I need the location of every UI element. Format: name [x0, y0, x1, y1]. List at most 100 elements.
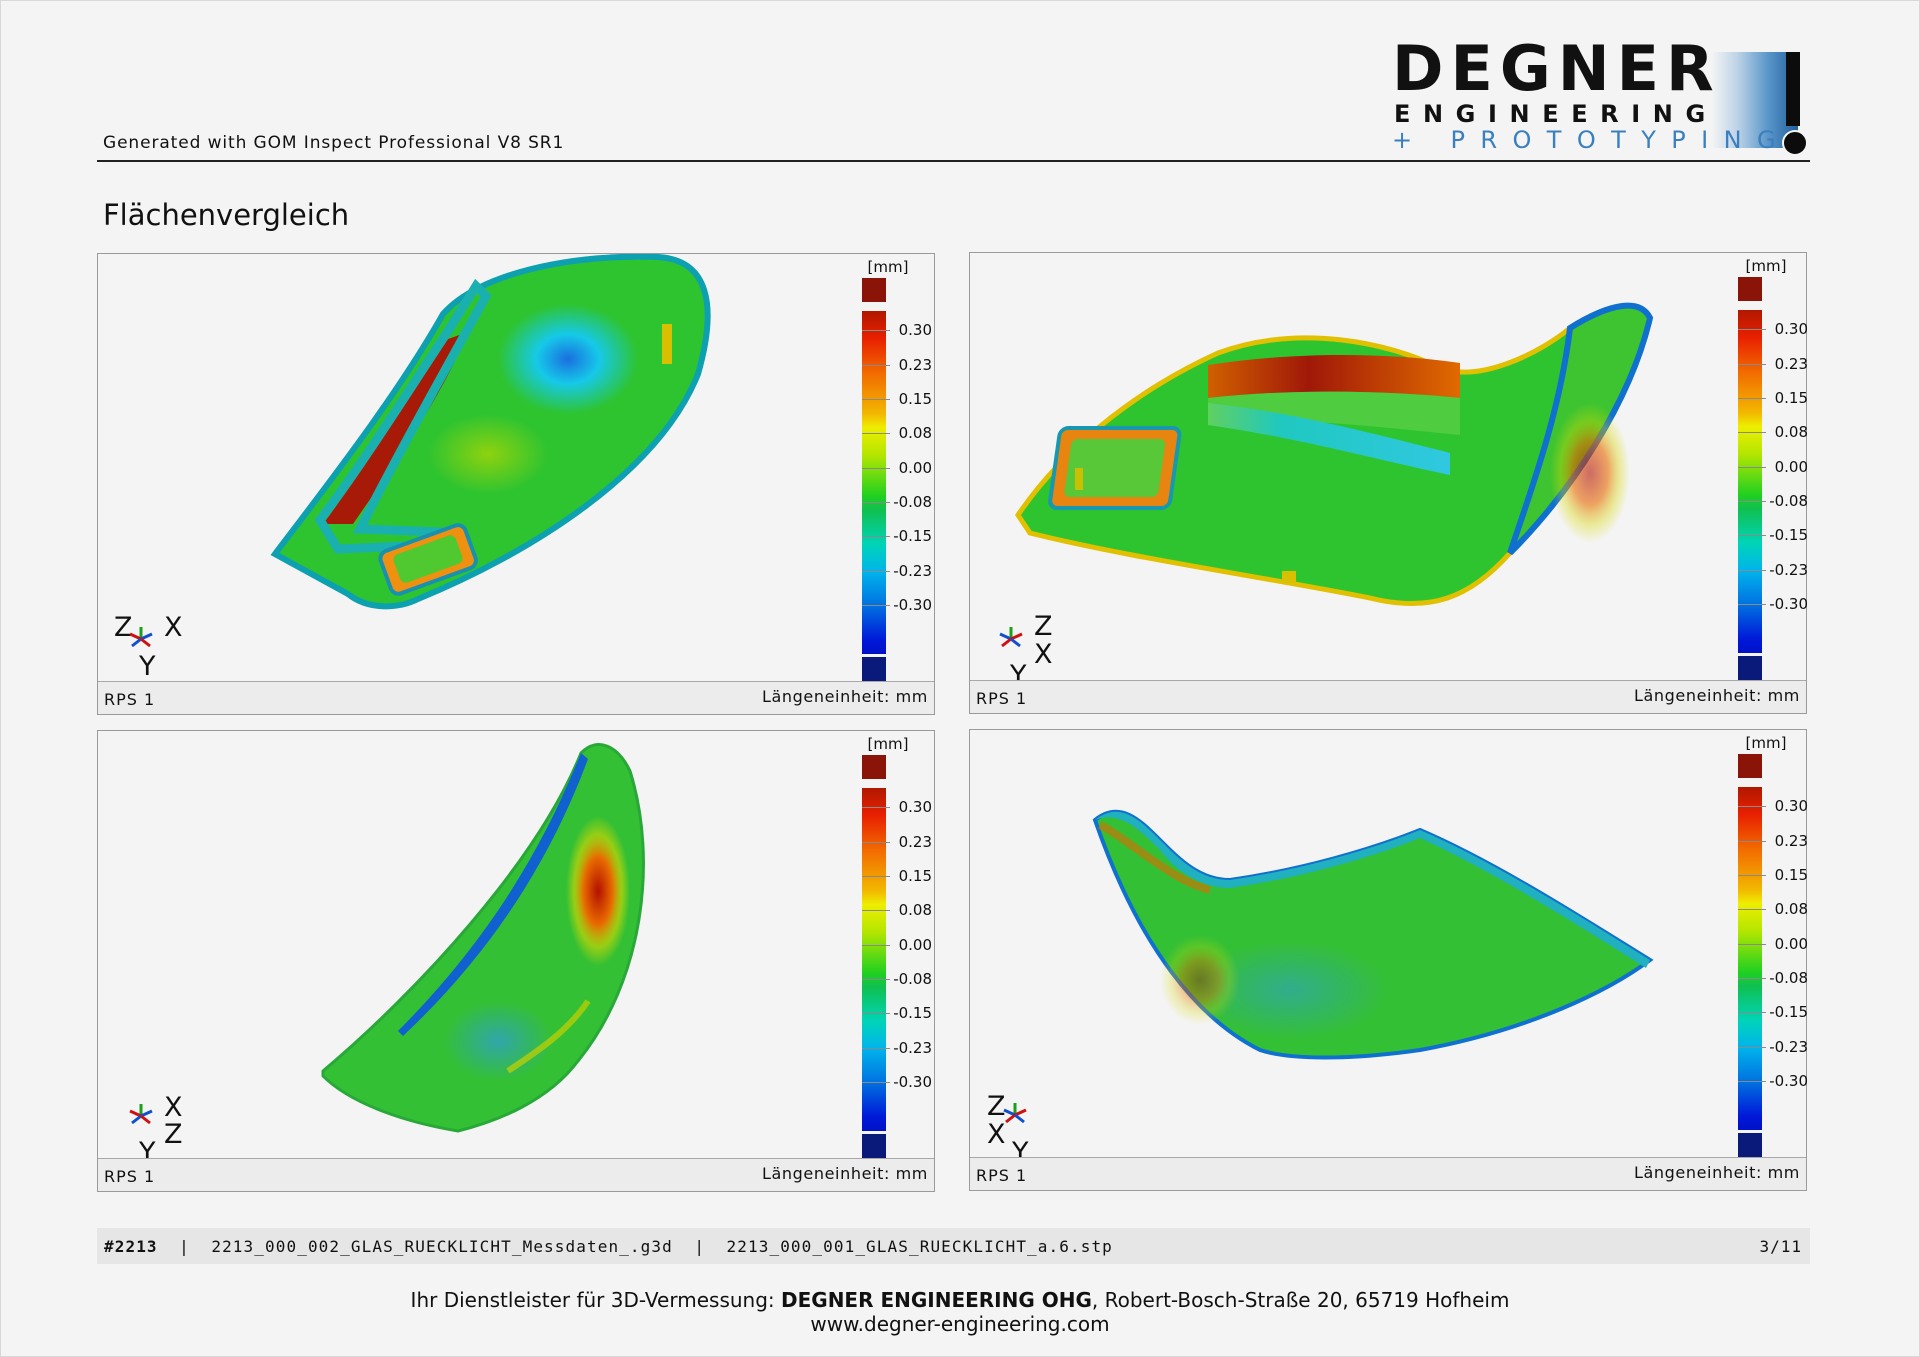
scale-cap-top: [1738, 754, 1762, 778]
scale-unit-label: [mm]: [867, 258, 909, 276]
scale-cap-top: [862, 278, 886, 302]
view-panel-1: [mm] Z X Y RPS 1 Längeneinheit: mm 0.30 0…: [97, 253, 935, 715]
logo-engineering: ENGINEERING: [1394, 100, 1718, 128]
length-unit-label: Längeneinheit: mm: [762, 1164, 928, 1183]
scale-tick: [1738, 398, 1766, 400]
scale-tick: [862, 570, 890, 572]
color-scale-bar: [862, 311, 886, 654]
scale-tick: [1738, 977, 1766, 979]
scale-tick-label: 0.23: [898, 832, 932, 851]
axis-label-x: X: [1034, 639, 1053, 670]
scale-tick: [862, 433, 890, 435]
rps-label: RPS 1: [104, 690, 156, 709]
axis-label-z: Z: [164, 1119, 183, 1150]
scale-tick-label: -0.08: [893, 969, 932, 988]
scale-tick-label: 0.15: [1774, 389, 1808, 408]
scale-tick: [862, 604, 890, 606]
scale-tick-label: -0.23: [1769, 1037, 1808, 1056]
file-info-bar: #2213 | 2213_000_002_GLAS_RUECKLICHT_Mes…: [97, 1228, 1810, 1264]
scale-tick: [862, 399, 890, 401]
scale-tick: [1738, 500, 1766, 502]
rps-label: RPS 1: [976, 1166, 1028, 1185]
scale-tick: [862, 841, 890, 843]
scale-tick-label: -0.23: [1769, 560, 1808, 579]
part-view-iso: [1014, 302, 1654, 607]
rps-label: RPS 1: [104, 1167, 156, 1186]
scale-tick-label: -0.15: [893, 527, 932, 546]
company-tagline: Ihr Dienstleister für 3D-Vermessung: DEG…: [0, 1288, 1920, 1312]
scale-tick-label: -0.30: [893, 1072, 932, 1091]
tagline-prefix: Ihr Dienstleister für 3D-Vermessung:: [410, 1288, 782, 1312]
scale-unit-label: [mm]: [867, 735, 909, 753]
scale-tick: [862, 1081, 890, 1083]
logo-prototyping: + PROTOTYPING: [1392, 126, 1791, 154]
part-view-top: [270, 254, 711, 610]
axis-triad-icon: [129, 1104, 153, 1125]
scale-tick: [862, 330, 890, 332]
scale-tick-label: 0.00: [898, 935, 932, 954]
scale-tick: [1738, 806, 1766, 808]
measurement-file: 2213_000_002_GLAS_RUECKLICHT_Messdaten_.…: [211, 1237, 673, 1256]
scale-tick: [1738, 875, 1766, 877]
scale-tick: [862, 501, 890, 503]
rps-label: RPS 1: [976, 689, 1028, 708]
part-view-side: [321, 743, 645, 1133]
page-number: 3/11: [1759, 1237, 1802, 1256]
scale-tick: [862, 944, 890, 946]
scale-tick: [1738, 1080, 1766, 1082]
view-panel-4: [mm] Z X Y RPS 1 Längeneinheit: mm 0.30 0…: [969, 729, 1808, 1191]
part-view-front: [1092, 809, 1654, 1060]
axis-label-z: Z: [987, 1091, 1006, 1122]
axis-label-x: X: [164, 612, 183, 643]
scale-tick-label: 0.30: [898, 321, 932, 340]
scale-tick: [1738, 569, 1766, 571]
axis-triad-icon: [1003, 1103, 1027, 1124]
scale-tick: [1738, 329, 1766, 331]
scale-tick-label: 0.30: [1774, 320, 1808, 339]
axis-label-z: Z: [1034, 611, 1053, 642]
axis-label-x: X: [164, 1092, 183, 1123]
scale-tick: [1738, 840, 1766, 842]
logo-gradient-bar: [1712, 52, 1798, 148]
scale-tick: [862, 910, 890, 912]
scale-tick: [1738, 432, 1766, 434]
panel-footer: RPS 1 Längeneinheit: mm: [98, 681, 934, 714]
scale-cap-top: [1738, 277, 1762, 301]
scale-cap-bottom: [1738, 1133, 1762, 1157]
scale-tick-label: 0.08: [1774, 423, 1808, 442]
scale-tick: [862, 978, 890, 980]
scale-cap-bottom: [1738, 656, 1762, 680]
scale-tick-label: -0.08: [1769, 491, 1808, 510]
axis-label-z: Z: [114, 612, 133, 643]
scale-tick-label: -0.23: [893, 561, 932, 580]
scale-tick-label: 0.23: [1774, 354, 1808, 373]
axis-label-y: Y: [139, 651, 156, 682]
axis-triad-icon: [129, 627, 153, 648]
scale-tick: [1738, 1012, 1766, 1014]
scale-tick: [862, 807, 890, 809]
separator: |: [179, 1237, 190, 1256]
header-divider: [97, 160, 1810, 162]
panel-footer: RPS 1 Längeneinheit: mm: [970, 680, 1806, 713]
scale-tick-label: -0.30: [1769, 1071, 1808, 1090]
color-scale-bar: [1738, 787, 1762, 1130]
scale-tick: [1738, 909, 1766, 911]
axis-triad-icon: [999, 627, 1023, 648]
scale-tick: [862, 876, 890, 878]
scale-tick-label: 0.00: [1774, 457, 1808, 476]
file-info-text: #2213 | 2213_000_002_GLAS_RUECKLICHT_Mes…: [104, 1237, 1113, 1256]
view-panel-3: [mm] X Z Y RPS 1 Längeneinheit: mm 0.30 0…: [97, 730, 935, 1192]
scale-unit-label: [mm]: [1745, 257, 1787, 275]
degner-logo: DEGNER ENGINEERING + PROTOTYPING: [1390, 38, 1810, 156]
scale-tick: [862, 536, 890, 538]
generated-by-text: Generated with GOM Inspect Professional …: [103, 133, 565, 153]
scale-tick-label: 0.23: [1774, 831, 1808, 850]
scale-tick-label: 0.08: [898, 901, 932, 920]
scale-cap-bottom: [862, 1134, 886, 1158]
scale-tick: [862, 1047, 890, 1049]
website-link[interactable]: www.degner-engineering.com: [810, 1312, 1110, 1336]
scale-tick-label: -0.30: [1769, 594, 1808, 613]
scale-tick: [1738, 943, 1766, 945]
color-scale-bar: [1738, 310, 1762, 653]
scale-tick-label: -0.15: [1769, 526, 1808, 545]
